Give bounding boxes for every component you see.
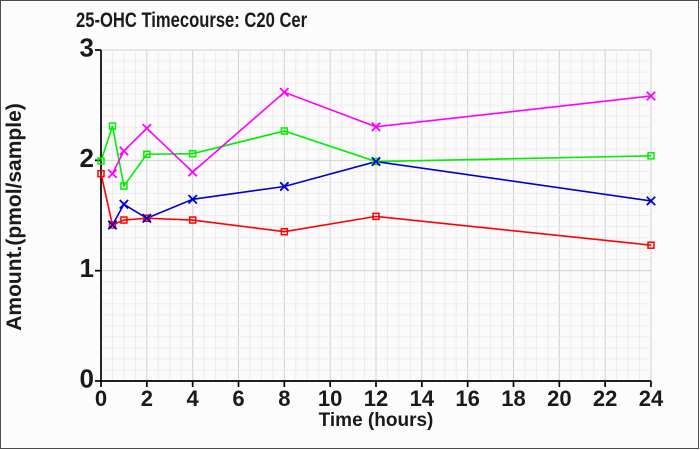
svg-text:24: 24 <box>639 386 664 411</box>
svg-text:12: 12 <box>364 386 388 411</box>
svg-text:3: 3 <box>80 33 94 63</box>
svg-text:0: 0 <box>80 364 94 394</box>
svg-text:4: 4 <box>187 386 200 411</box>
svg-text:6: 6 <box>232 386 244 411</box>
svg-text:8: 8 <box>278 386 290 411</box>
svg-text:16: 16 <box>455 386 479 411</box>
svg-text:2: 2 <box>80 143 94 173</box>
svg-text:18: 18 <box>501 386 525 411</box>
svg-text:1: 1 <box>80 253 94 283</box>
svg-text:0: 0 <box>95 386 107 411</box>
svg-text:10: 10 <box>318 386 342 411</box>
svg-text:14: 14 <box>410 386 435 411</box>
svg-text:22: 22 <box>593 386 617 411</box>
svg-text:2: 2 <box>141 386 153 411</box>
svg-text:20: 20 <box>547 386 571 411</box>
